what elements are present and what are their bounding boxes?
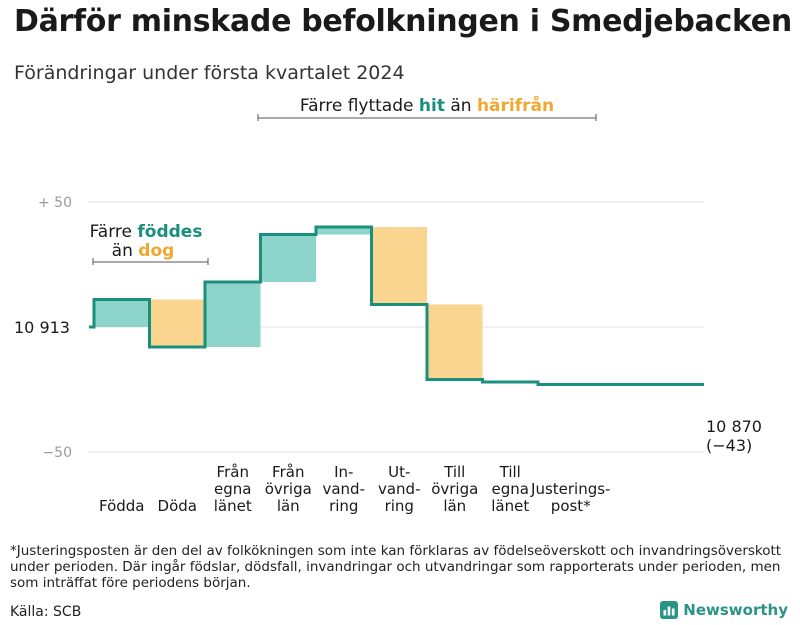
brand-name: Newsworthy	[683, 601, 788, 619]
newsworthy-icon	[660, 601, 679, 619]
x-category-label: övriga	[431, 480, 478, 498]
x-category-label: vand-	[378, 480, 421, 498]
bar-6	[371, 227, 427, 305]
x-category-label: län	[443, 497, 466, 515]
chart-title: Därför minskade befolkningen i Smedjebac…	[14, 4, 792, 39]
x-category-label: övriga	[265, 480, 312, 498]
annotation-migration: Färre flyttade hit än härifrån	[300, 94, 554, 116]
x-category-label: In-	[334, 463, 353, 481]
y-tick-label: −50	[42, 445, 72, 461]
waterfall-chart: + 50−50 Födda DödaFrånegnalänetFrånövriga…	[14, 94, 762, 515]
bar-5	[316, 227, 372, 235]
x-category-label: post*	[551, 497, 591, 515]
x-category-label: Från	[272, 463, 304, 481]
y-tick-label: + 50	[38, 195, 72, 211]
end-change-label: (−43)	[706, 436, 752, 455]
x-category-label: vand-	[322, 480, 365, 498]
x-category-label: Till	[499, 463, 521, 481]
footnote: *Justeringsposten är den del av folkökni…	[10, 543, 782, 591]
bar-3	[205, 282, 261, 347]
x-category-label: ring	[385, 497, 414, 515]
cumulative-step-line	[89, 225, 704, 386]
start-value-label: 10 913	[14, 318, 70, 337]
bar-1	[94, 299, 150, 327]
x-category-label: länet	[491, 497, 529, 515]
x-category-label: Födda	[99, 497, 145, 515]
chart-subtitle: Förändringar under första kvartalet 2024	[14, 62, 405, 84]
bar-2	[149, 299, 205, 347]
bar-7	[427, 304, 483, 380]
source-label: Källa: SCB	[10, 604, 82, 620]
x-category-label: länet	[214, 497, 252, 515]
x-category-label: Ut-	[388, 463, 410, 481]
brand-logo: Newsworthy	[660, 601, 788, 619]
annotation-births-line1: Färre föddes	[90, 222, 203, 242]
x-category-label: Från	[217, 463, 249, 481]
annotation-births-line2: än dog	[112, 241, 175, 261]
x-category-label: län	[277, 497, 300, 515]
x-category-label: ring	[329, 497, 358, 515]
bar-4	[260, 234, 316, 282]
x-category-label: Justerings-	[530, 480, 610, 498]
x-category-label: egna	[214, 480, 251, 498]
x-category-label: Till	[443, 463, 465, 481]
end-value-label: 10 870	[706, 417, 762, 436]
x-category-label: Döda	[158, 497, 197, 515]
x-category-label: egna	[492, 480, 529, 498]
